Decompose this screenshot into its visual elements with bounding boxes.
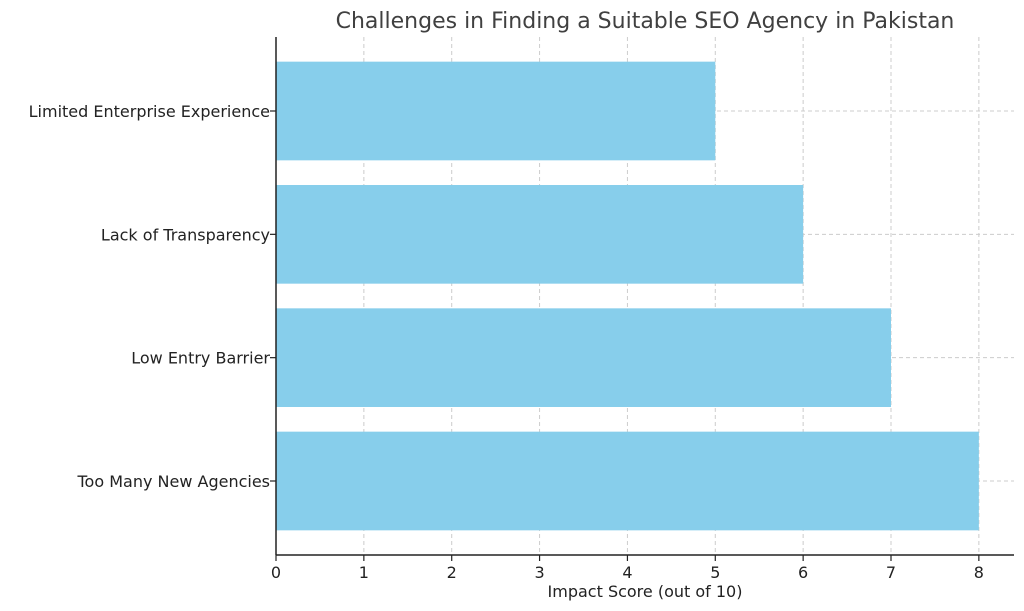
x-tick-label: 2 <box>447 563 457 582</box>
bar <box>276 185 804 284</box>
x-tick-label: 7 <box>886 563 896 582</box>
axes: 0 1 2 3 4 5 6 7 8 Too Many New Agencies Low Entry … <box>29 37 1014 582</box>
x-tick-label: 4 <box>622 563 632 582</box>
bar <box>276 308 891 407</box>
y-tick-label: Too Many New Agencies <box>76 472 270 491</box>
x-tick-label: 6 <box>798 563 808 582</box>
bar <box>276 431 979 531</box>
x-axis-label: Impact Score (out of 10) <box>548 582 743 601</box>
x-tick-label: 3 <box>534 563 544 582</box>
y-tick-label: Limited Enterprise Experience <box>29 102 270 121</box>
bar <box>276 61 716 161</box>
chart-title: Challenges in Finding a Suitable SEO Age… <box>336 9 955 34</box>
y-tick-label: Low Entry Barrier <box>131 349 270 368</box>
x-tick-label: 5 <box>710 563 720 582</box>
x-tick-label: 0 <box>271 563 281 582</box>
y-tick-label: Lack of Transparency <box>101 225 270 244</box>
x-tick-label: 1 <box>359 563 369 582</box>
bars <box>276 61 979 531</box>
x-tick-label: 8 <box>974 563 984 582</box>
